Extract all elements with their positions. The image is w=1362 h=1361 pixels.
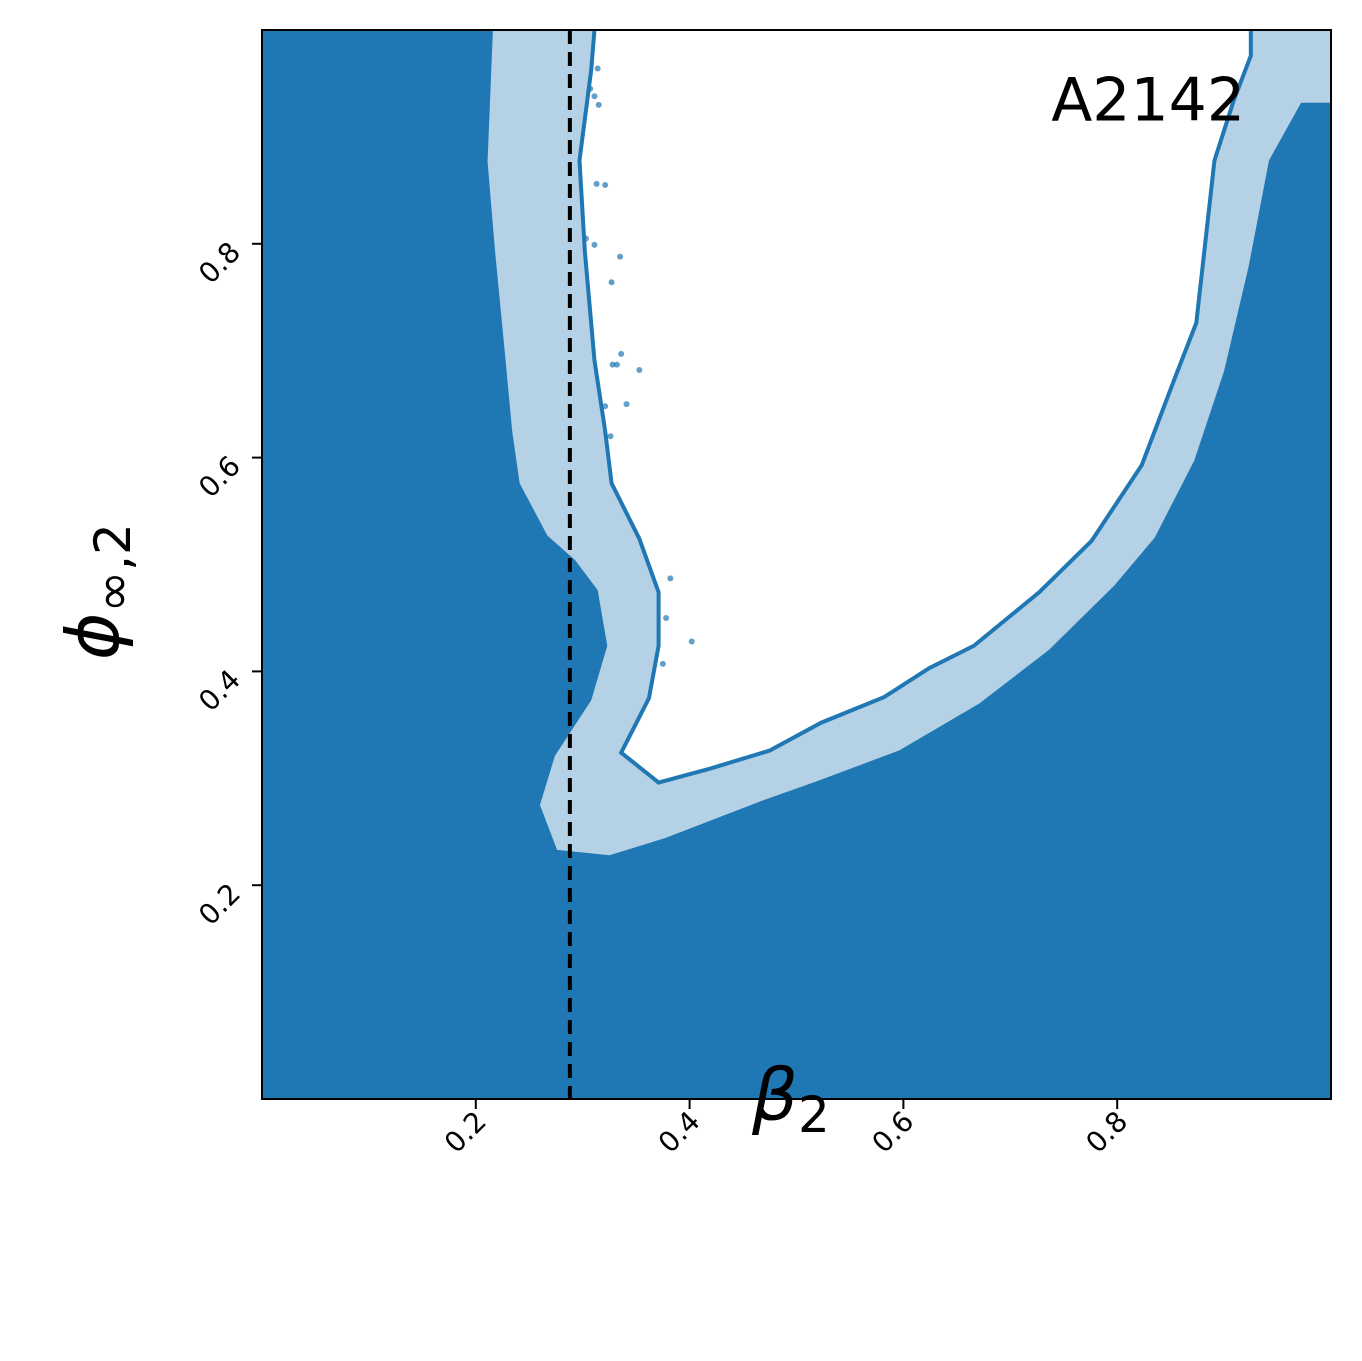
x-tick-label: 0.8 [1079,1105,1134,1160]
x-tick-label: 0.6 [866,1105,921,1160]
sample-point [659,660,666,667]
x-label-subscript: 2 [798,1086,830,1144]
sample-point [587,85,594,92]
sample-point [667,575,674,582]
y-tick-label: 0.4 [192,663,247,718]
sample-point [595,101,602,108]
sample-point [623,401,630,408]
sample-point [591,241,598,248]
sample-point [608,279,615,286]
sample-point [617,253,624,260]
plot-frame [261,29,1332,1100]
sample-point [609,361,616,368]
contour-line [577,30,1253,785]
sample-point [613,361,620,368]
y-tick-label: 0.2 [192,877,247,932]
contour-region [579,30,1251,783]
sample-point [602,182,609,189]
sample-point [602,403,609,410]
y-axis-label: ϕ∞,2 [51,523,142,660]
y-tick-label: 0.6 [192,449,247,504]
annotation: A2142 [1051,66,1245,136]
sample-point [594,65,601,72]
sample-point [663,614,670,621]
x-tick-label: 0.2 [438,1105,493,1160]
plot-area [262,30,1331,1099]
x-tick-label: 0.4 [652,1105,707,1160]
sample-point [618,350,625,357]
y-label-symbol: ϕ [51,613,135,661]
x-label-symbol: β [751,1053,798,1137]
sample-point [582,235,589,242]
y-label-subscript: ∞,2 [84,523,142,612]
sample-point [593,180,600,187]
sample-point [688,638,695,645]
x-axis-label: β2 [751,1053,830,1144]
sample-point [636,366,643,373]
y-tick-label: 0.8 [192,235,247,290]
sample-point [607,433,614,440]
sample-point [591,93,598,100]
